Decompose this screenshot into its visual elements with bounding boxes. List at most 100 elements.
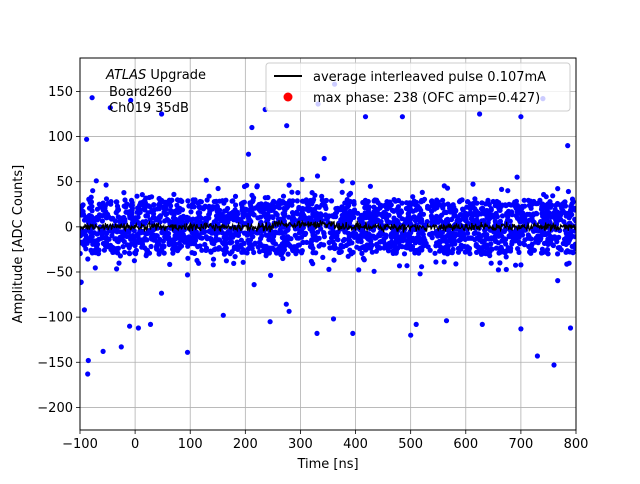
scatter-point — [203, 177, 209, 183]
scatter-point — [206, 211, 212, 217]
scatter-point — [80, 202, 86, 208]
scatter-point — [133, 215, 139, 221]
scatter-point — [320, 254, 326, 260]
scatter-point — [551, 362, 557, 368]
scatter-point — [443, 244, 449, 250]
scatter-point — [220, 312, 226, 318]
x-tick-label: 700 — [508, 437, 533, 452]
scatter-point — [513, 198, 520, 204]
scatter-point — [154, 206, 160, 212]
legend-entry-scatter: max phase: 238 (OFC amp=0.427) — [313, 91, 540, 106]
scatter-point — [191, 250, 198, 256]
scatter-point — [542, 231, 548, 237]
scatter-point — [177, 205, 183, 211]
scatter-point — [488, 246, 494, 252]
scatter-point — [282, 211, 288, 217]
scatter-point — [208, 249, 214, 255]
scatter-point — [115, 207, 122, 213]
scatter-point — [399, 200, 405, 206]
scatter-point — [170, 250, 176, 256]
scatter-point — [538, 228, 544, 234]
scatter-point — [477, 111, 483, 117]
scatter-point — [120, 244, 126, 250]
scatter-point — [439, 212, 445, 218]
scatter-point — [469, 216, 475, 222]
scatter-point — [309, 208, 316, 214]
scatter-point — [171, 191, 177, 197]
scatter-point — [350, 180, 356, 186]
scatter-point — [478, 233, 484, 239]
scatter-point — [158, 199, 164, 205]
scatter-point — [198, 199, 204, 205]
scatter-point — [239, 204, 245, 210]
scatter-point — [565, 143, 571, 149]
scatter-point — [541, 191, 547, 198]
scatter-point — [332, 245, 338, 252]
scatter-point — [497, 218, 503, 224]
scatter-point — [231, 244, 237, 250]
scatter-point — [245, 237, 251, 243]
scatter-point — [153, 244, 160, 250]
scatter-point — [128, 213, 134, 219]
scatter-point — [390, 248, 396, 254]
scatter-point — [163, 202, 169, 208]
scatter-point — [240, 211, 246, 218]
scatter-point — [281, 218, 287, 224]
annotation-line-1: ATLAS Upgrade — [105, 68, 206, 83]
scatter-point — [363, 247, 369, 253]
scatter-point — [347, 190, 354, 196]
scatter-point — [552, 234, 558, 240]
scatter-point — [426, 231, 433, 237]
scatter-point — [251, 249, 257, 256]
scatter-point — [166, 197, 172, 203]
y-tick-label: −200 — [37, 401, 73, 416]
scatter-point — [518, 114, 524, 120]
scatter-point — [286, 214, 292, 220]
scatter-point — [450, 246, 456, 252]
scatter-point — [308, 258, 314, 264]
scatter-point — [108, 199, 114, 205]
scatter-point — [403, 243, 409, 249]
scatter-point — [525, 235, 531, 241]
scatter-point — [89, 250, 95, 256]
scatter-point — [412, 240, 418, 246]
scatter-point — [563, 239, 569, 245]
scatter-point — [550, 242, 556, 248]
scatter-point — [223, 258, 229, 264]
scatter-point — [164, 234, 170, 240]
scatter-point — [85, 256, 91, 262]
scatter-point — [114, 238, 120, 244]
scatter-point — [234, 239, 240, 245]
scatter-point — [474, 249, 480, 255]
scatter-point — [189, 240, 195, 246]
scatter-point — [247, 200, 253, 206]
scatter-point — [223, 245, 229, 251]
scatter-point — [472, 207, 478, 213]
scatter-point — [90, 239, 96, 245]
scatter-point — [367, 183, 373, 189]
scatter-point — [366, 220, 373, 226]
scatter-point — [85, 371, 91, 377]
scatter-point — [229, 239, 235, 245]
scatter-point — [538, 206, 545, 212]
scatter-point — [467, 235, 473, 241]
scatter-point — [231, 260, 237, 266]
scatter-point — [518, 262, 524, 268]
scatter-point — [376, 233, 382, 239]
line-series — [80, 219, 576, 233]
scatter-point — [154, 216, 160, 222]
scatter-point — [439, 229, 445, 236]
scatter-point — [180, 231, 186, 237]
scatter-point — [478, 237, 485, 244]
scatter-point — [564, 248, 571, 254]
scatter-point — [376, 211, 382, 217]
scatter-point — [366, 214, 372, 220]
scatter-point — [277, 227, 283, 233]
y-tick-label: −100 — [37, 311, 73, 326]
scatter-point — [273, 250, 280, 256]
y-tick-label: 150 — [48, 85, 73, 100]
scatter-point — [127, 323, 133, 329]
scatter-point — [272, 204, 279, 210]
scatter-point — [274, 212, 280, 218]
